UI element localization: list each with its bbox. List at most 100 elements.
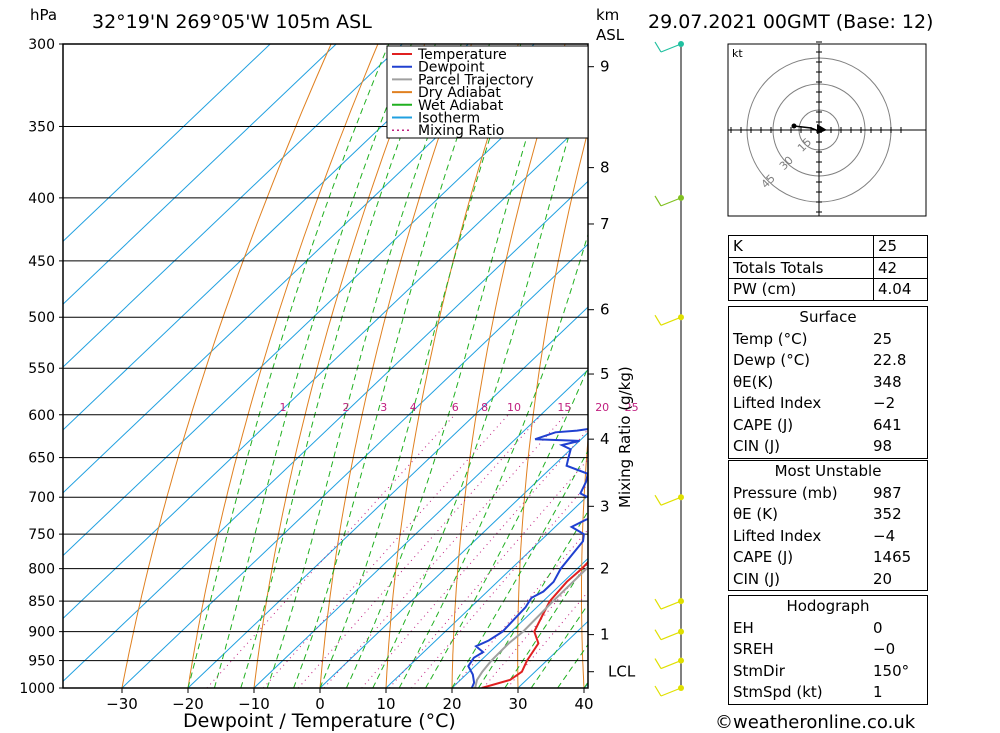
mixing-ratio-line xyxy=(389,458,588,688)
asl-unit: ASL xyxy=(596,26,625,44)
isotherm-line xyxy=(451,557,588,688)
legend-label: Parcel Trajectory xyxy=(418,72,534,88)
row-value: 20 xyxy=(873,569,893,588)
row-value: −0 xyxy=(873,640,896,658)
row-value: 352 xyxy=(873,505,902,523)
wind-profile xyxy=(654,41,684,697)
pressure-label: 450 xyxy=(28,254,55,270)
pressure-unit: hPa xyxy=(30,6,57,24)
row-label: Lifted Index xyxy=(733,394,822,412)
height-label: 3 xyxy=(600,497,610,515)
most-unstable-row: CIN (J) 20 xyxy=(729,569,927,591)
hodograph-box-row: StmDir 150° xyxy=(729,661,927,683)
pressure-label: 900 xyxy=(28,625,55,641)
isotherm-line xyxy=(385,494,588,688)
temperature-label: 0 xyxy=(315,695,325,713)
pressure-label: 700 xyxy=(28,490,55,506)
wet-adiabat-line xyxy=(213,44,412,688)
dry-adiabat-line xyxy=(187,44,379,688)
mixing-ratio-axis-title: Mixing Ratio (g/kg) xyxy=(616,366,634,508)
row-label: Dewp (°C) xyxy=(733,351,811,369)
isotherm-line xyxy=(63,44,271,243)
wind-barb-flag xyxy=(654,598,662,610)
row-label: StmDir xyxy=(733,661,785,680)
wet-adiabat-line xyxy=(345,44,557,688)
wind-barb xyxy=(660,316,682,326)
mixing-ratio-label: 20 xyxy=(595,401,609,414)
mixing-ratio-label: 4 xyxy=(410,401,417,414)
mixing-ratio-label: 3 xyxy=(380,401,387,414)
dry-adiabat-line xyxy=(643,44,705,688)
surface-box: Surface Temp (°C) 25 Dewp (°C) 22.8 θE(K) 348… xyxy=(728,306,928,459)
row-value: −2 xyxy=(873,394,896,412)
row-label: EH xyxy=(733,618,754,637)
row-label: SREH xyxy=(733,640,774,658)
wind-barb xyxy=(660,631,682,641)
wind-barb xyxy=(660,43,682,53)
row-label: CIN (J) xyxy=(733,569,781,588)
surface-title: Surface xyxy=(799,308,857,326)
height-label: 1 xyxy=(600,626,610,644)
wind-barb xyxy=(660,660,682,670)
pressure-label: 500 xyxy=(28,310,55,326)
most-unstable-box: Most Unstable Pressure (mb) 987 θE (K) 352 L… xyxy=(728,460,928,591)
wind-barb-flag xyxy=(654,494,662,506)
row-value: 987 xyxy=(873,483,902,502)
pressure-label: 950 xyxy=(28,654,55,670)
row-value: 150° xyxy=(873,661,910,680)
legend-label: Dry Adiabat xyxy=(418,85,501,101)
surface-row: CAPE (J) 641 xyxy=(729,415,927,437)
pressure-label: 550 xyxy=(28,361,55,377)
storm-motion-marker xyxy=(817,124,827,134)
lcl-label: LCL xyxy=(608,663,636,681)
dry-adiabat-line xyxy=(451,44,566,688)
dry-adiabat-line xyxy=(978,44,1000,688)
surface-row: Temp (°C) 25 xyxy=(729,329,927,351)
height-axis: 9 8 7 6 5 4 3 2 1 LCL xyxy=(588,58,636,681)
row-label: Pressure (mb) xyxy=(733,483,838,502)
index-value: 25 xyxy=(873,235,928,258)
isotherm-line xyxy=(253,369,588,688)
row-label: θE (K) xyxy=(733,505,778,523)
wind-barb xyxy=(660,496,682,506)
index-value: 42 xyxy=(873,256,928,279)
row-value: 98 xyxy=(873,437,893,455)
isotherm-line xyxy=(63,44,535,494)
mixing-ratio-label: 15 xyxy=(557,401,571,414)
temperature-label: 30 xyxy=(508,695,527,713)
height-label: 2 xyxy=(600,560,610,578)
mixing-ratio-label: 25 xyxy=(625,401,639,414)
datetime-title: 29.07.2021 00GMT (Base: 12) xyxy=(648,11,933,33)
row-value: 0 xyxy=(873,618,883,637)
row-value: 22.8 xyxy=(873,351,907,369)
wind-barb xyxy=(660,687,682,697)
isotherm-line xyxy=(63,44,337,305)
pressure-label: 600 xyxy=(28,408,55,424)
km-unit: km xyxy=(596,6,619,24)
index-label: K xyxy=(728,235,874,258)
wind-barb-flag xyxy=(654,314,662,326)
copyright: ©weatheronline.co.uk xyxy=(715,712,916,733)
height-label: 7 xyxy=(600,215,610,233)
mixing-ratio-line xyxy=(297,414,542,688)
row-value: 348 xyxy=(873,372,902,391)
wind-barb-flag xyxy=(654,195,662,207)
wind-barb xyxy=(660,197,682,207)
row-label: StmSpd (kt) xyxy=(733,683,823,701)
mixing-ratio-label: 6 xyxy=(452,401,459,414)
hodograph-unit: kt xyxy=(732,47,743,60)
isotherm-line xyxy=(63,44,469,431)
pressure-label: 300 xyxy=(28,37,55,53)
plot-frame xyxy=(62,43,589,689)
hodograph-box-row: StmSpd (kt) 1 xyxy=(729,682,927,704)
height-label: 5 xyxy=(600,365,610,383)
most-unstable-row: CAPE (J) 1465 xyxy=(729,547,927,569)
row-value: 1465 xyxy=(873,548,912,566)
isotherm-line xyxy=(63,117,588,620)
indices-row: Totals Totals 42 xyxy=(728,256,928,279)
most-unstable-row: Pressure (mb) 987 xyxy=(729,483,927,505)
index-value: 4.04 xyxy=(873,278,928,301)
